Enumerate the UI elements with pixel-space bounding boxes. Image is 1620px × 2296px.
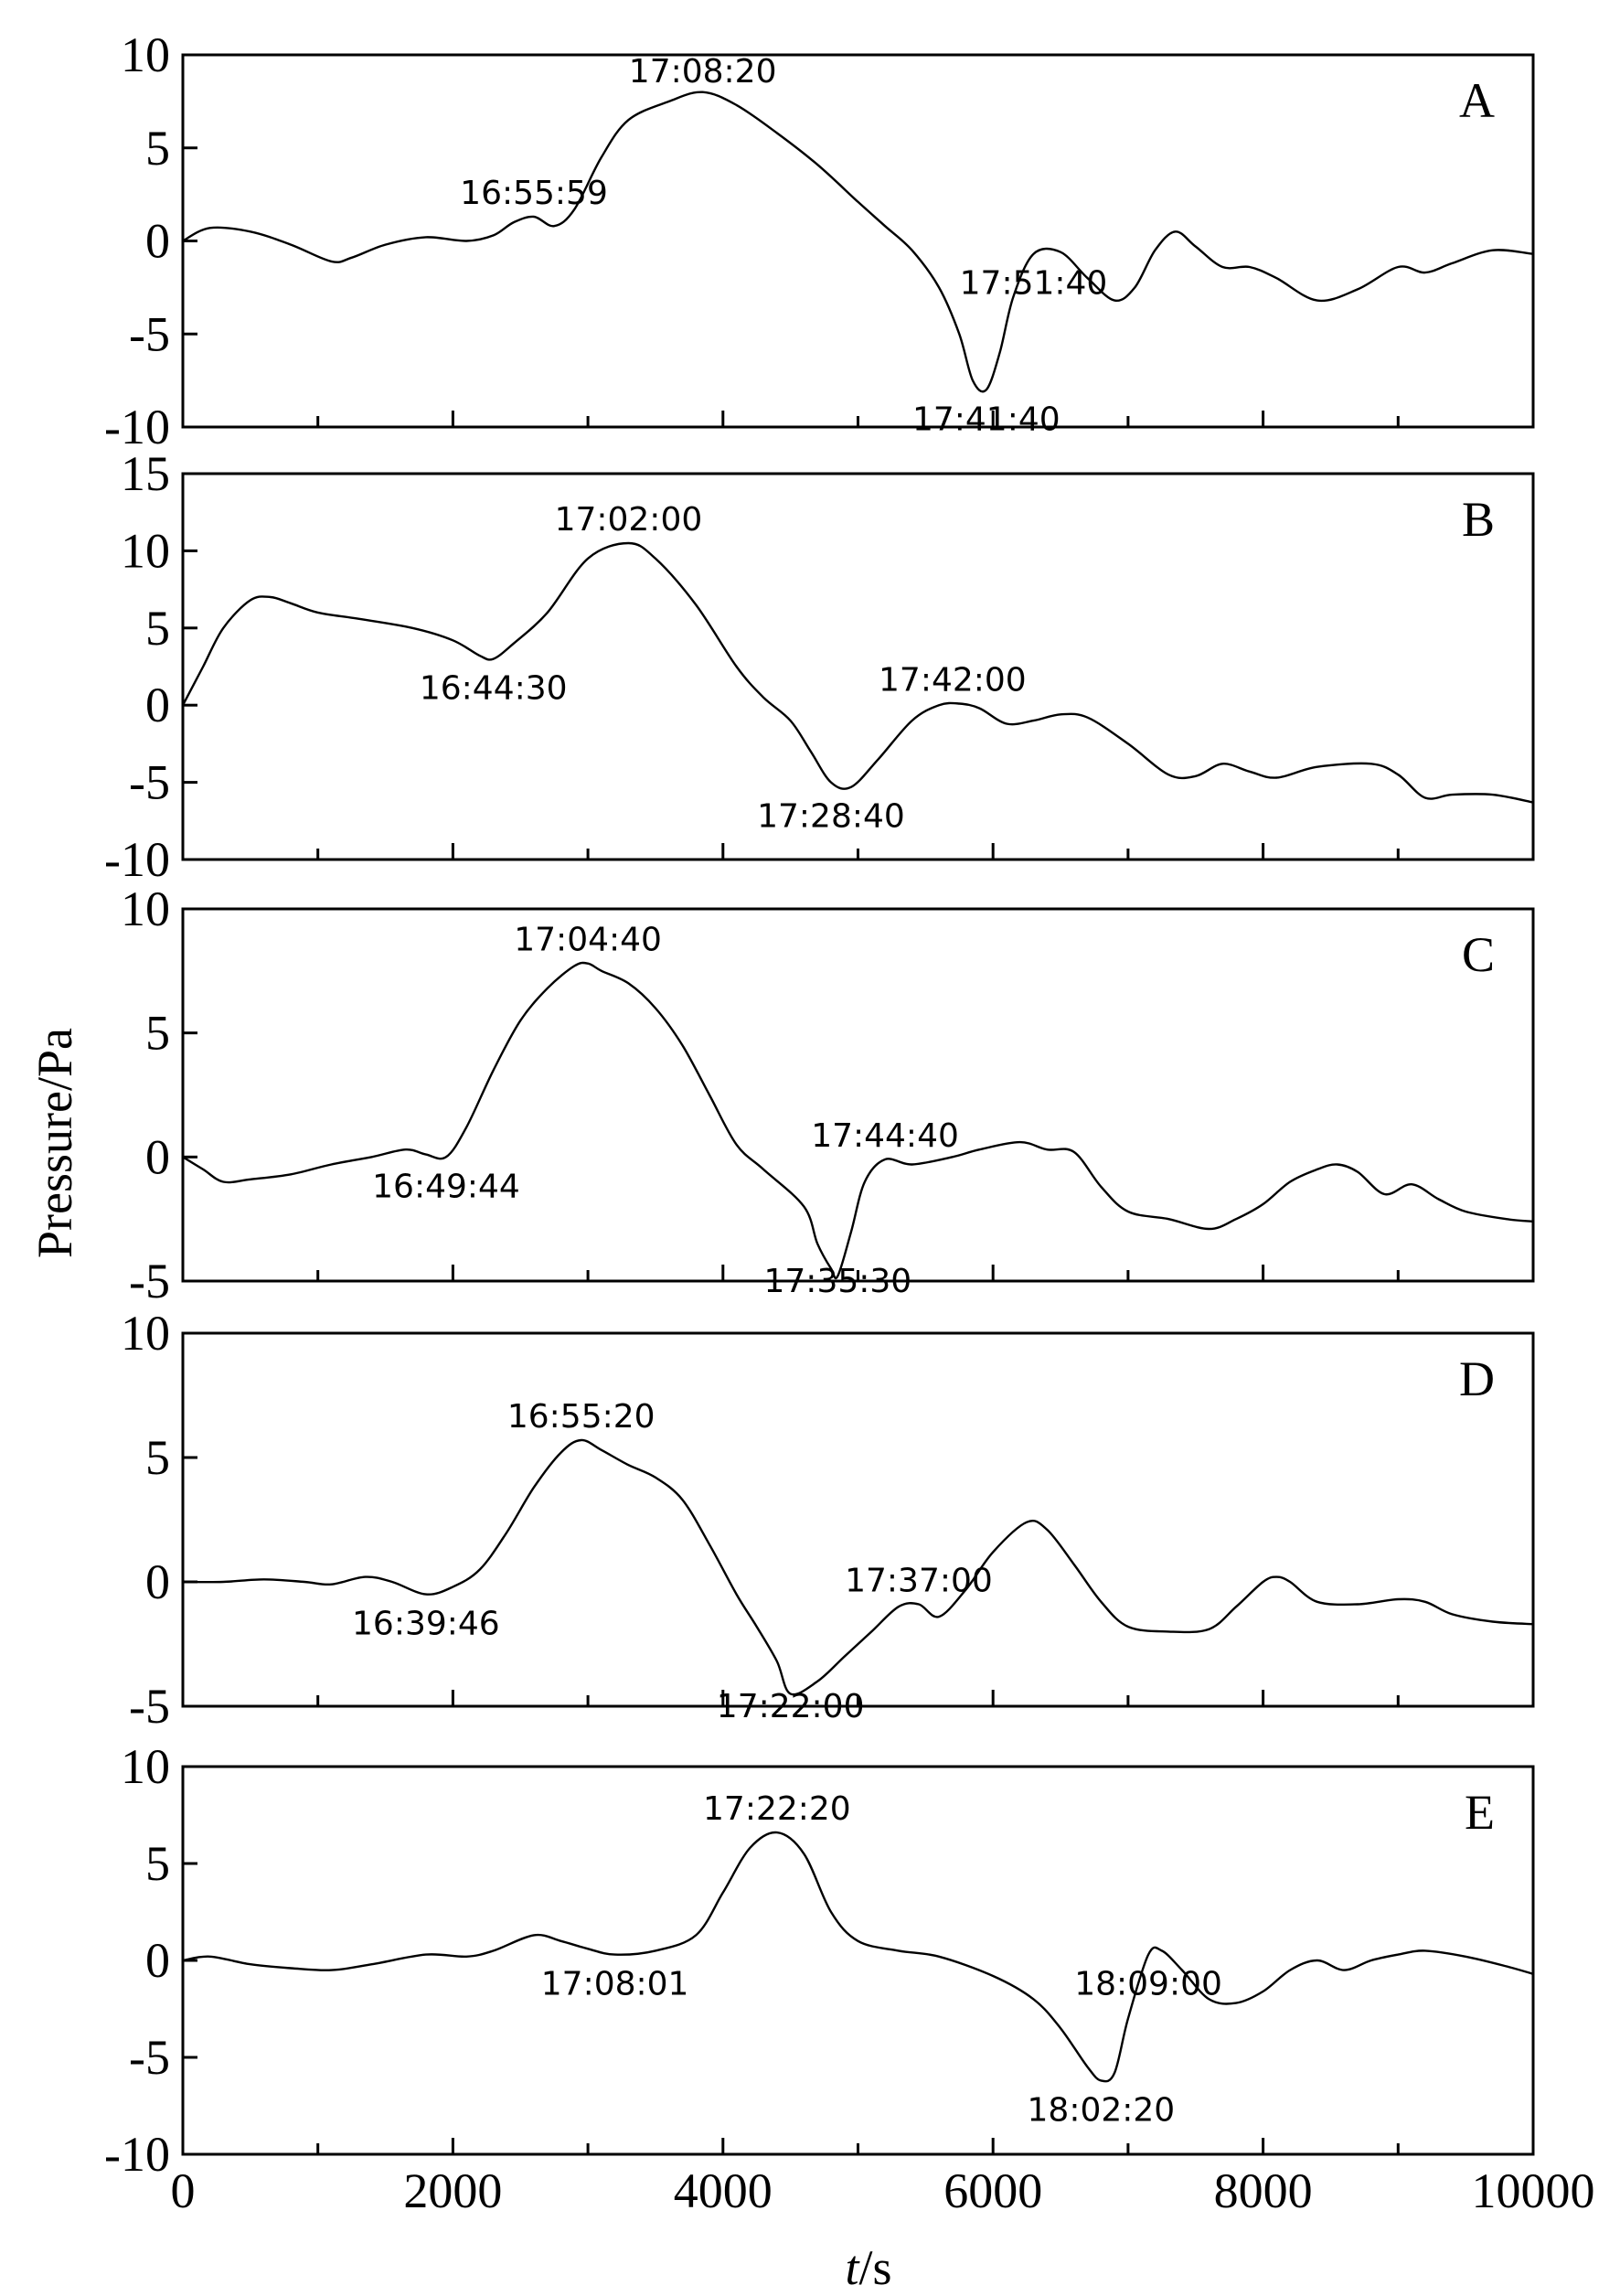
x-axis-title: t/s — [845, 2240, 891, 2291]
panel-label: B — [1462, 492, 1495, 547]
x-tick-label: 6000 — [943, 2163, 1042, 2218]
x-axis-title-variable: t — [845, 2240, 860, 2291]
series-line-d — [182, 1438, 1534, 1696]
plot-frame — [181, 53, 1535, 429]
series-line-c — [182, 961, 1534, 1280]
annotation-label: 17:08:20 — [629, 53, 777, 91]
x-tick-label: 0 — [171, 2163, 196, 2218]
series-line-e — [182, 1831, 1534, 2083]
annotation-label: 16:44:30 — [420, 670, 568, 708]
annotation-label: 16:55:20 — [507, 1398, 655, 1436]
y-tick-label: 10 — [121, 27, 170, 82]
x-tick-label: 10000 — [1472, 2163, 1595, 2218]
panel-label: D — [1459, 1351, 1495, 1406]
y-tick-label: 5 — [145, 1836, 170, 1891]
y-tick-label: -5 — [129, 755, 170, 810]
series-line-b — [181, 541, 1534, 804]
annotation-label: 17:51:40 — [960, 265, 1108, 303]
y-tick-label: 0 — [145, 1933, 170, 1988]
series-line-a — [182, 91, 1534, 393]
x-axis-title-unit: /s — [858, 2240, 891, 2291]
y-tick-label: 10 — [121, 881, 170, 936]
annotation-label: 17:08:01 — [541, 1966, 689, 2003]
y-tick-label: 5 — [145, 601, 170, 656]
annotation-label: 17:28:40 — [757, 798, 905, 836]
y-tick-label: 0 — [145, 1129, 170, 1184]
panel-label: E — [1465, 1785, 1495, 1840]
annotation-label: 17:22:00 — [717, 1688, 865, 1725]
plot-frame — [181, 907, 1535, 1283]
panel-d: -5 0 5 10 D 16:55:20 16:39:46 17:37:00 17:22:00 — [121, 1306, 1535, 1734]
annotation-label: 17:04:40 — [514, 922, 662, 959]
y-tick-label: -10 — [104, 400, 170, 454]
annotation-label: 17:37:00 — [845, 1562, 993, 1599]
panel-label: A — [1459, 73, 1495, 128]
annotation-label: 17:35:30 — [764, 1263, 912, 1300]
annotation-label: 18:09:00 — [1074, 1966, 1222, 2003]
annotation-label: 16:55:59 — [460, 175, 608, 212]
annotation-label: 17:02:00 — [555, 501, 703, 539]
y-tick-label: -5 — [129, 306, 170, 361]
y-tick-label: -10 — [104, 832, 170, 887]
annotation-label: 17:22:20 — [703, 1790, 851, 1828]
y-tick-label: 10 — [121, 1306, 170, 1361]
y-tick-label: 5 — [145, 121, 170, 176]
annotation-label: 17:41:40 — [912, 400, 1060, 438]
panel-c: -5 0 5 10 C 17:04:40 16:49:44 17:44:40 17:35:30 — [121, 881, 1535, 1308]
y-tick-label: 5 — [145, 1430, 170, 1485]
y-tick-label: 5 — [145, 1006, 170, 1061]
panel-label: C — [1462, 927, 1495, 982]
x-tick-label: 4000 — [674, 2163, 773, 2218]
y-tick-label: -5 — [129, 2030, 170, 2085]
x-tick-label: 2000 — [403, 2163, 502, 2218]
y-tick-label: 10 — [121, 523, 170, 578]
y-tick-label: -5 — [129, 1679, 170, 1734]
y-axis-title: Pressure/Pa — [27, 1028, 82, 1258]
panels-group: -10 -5 0 5 10 A 17:08:20 16:55:59 17:51:40 17:41:… — [104, 27, 1594, 2218]
annotation-label: 16:49:44 — [372, 1168, 520, 1205]
annotation-label: 16:39:46 — [352, 1606, 500, 1643]
y-tick-label: 10 — [121, 1739, 170, 1794]
y-tick-label: 15 — [121, 446, 170, 501]
plot-frame — [181, 1331, 1535, 1708]
y-tick-label: -5 — [129, 1254, 170, 1308]
annotation-label: 18:02:20 — [1028, 2091, 1176, 2129]
annotation-label: 17:44:40 — [811, 1117, 959, 1155]
panel-a: -10 -5 0 5 10 A 17:08:20 16:55:59 17:51:40 17:41:… — [104, 27, 1535, 454]
annotation-label: 17:42:00 — [879, 662, 1027, 699]
panel-e: -10 -5 0 5 10 E 17:22:20 17:08:01 18:09:00 18:02:… — [104, 1739, 1594, 2218]
y-tick-label: -10 — [104, 2127, 170, 2182]
panel-b: -10 -5 0 5 10 15 B 17:02:00 16:44:30 17:42:00 17:2… — [104, 446, 1535, 887]
plot-frame — [181, 1765, 1535, 2156]
x-tick-label: 8000 — [1214, 2163, 1313, 2218]
y-tick-label: 0 — [145, 1554, 170, 1609]
y-tick-label: 0 — [145, 678, 170, 732]
y-tick-label: 0 — [145, 214, 170, 269]
